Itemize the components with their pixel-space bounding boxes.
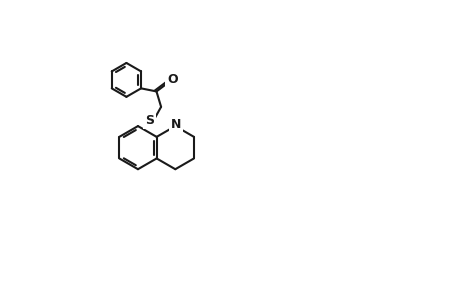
Text: S: S xyxy=(145,114,154,127)
Text: O: O xyxy=(167,74,178,86)
Text: N: N xyxy=(170,118,181,131)
